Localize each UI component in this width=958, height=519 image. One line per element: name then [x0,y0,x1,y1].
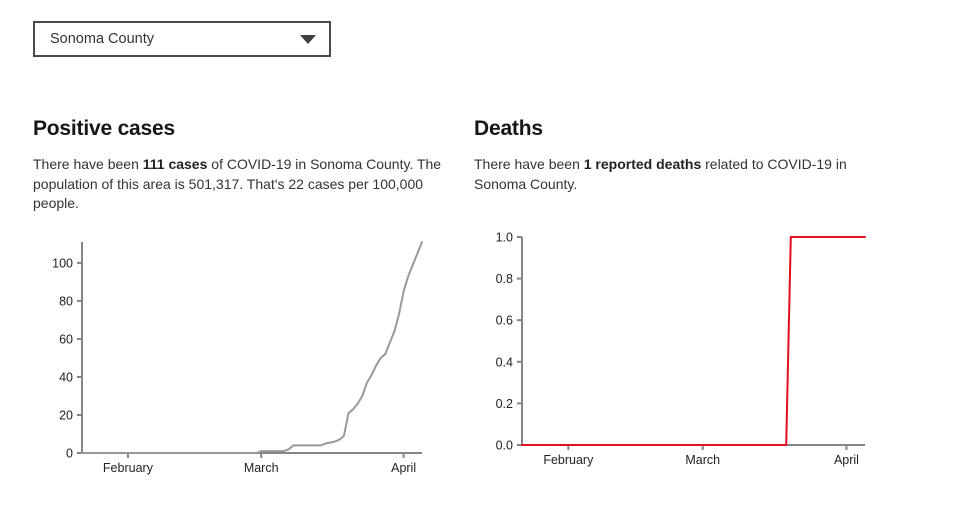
positive-cases-chart: 0 20 40 60 80 100 February March April [20,228,450,490]
positive-cases-section: Positive cases There have been 111 cases… [33,117,447,214]
svg-text:0.8: 0.8 [496,272,513,286]
deaths-desc-prefix: There have been [474,156,584,172]
positive-cases-title: Positive cases [33,117,175,140]
county-select[interactable]: Sonoma County [33,21,331,57]
deaths-desc-suffix: related to COVID-19 in Sonoma County. [474,156,847,192]
svg-text:February: February [543,453,594,467]
svg-text:40: 40 [59,370,73,384]
caret-down-icon [300,34,316,44]
svg-text:20: 20 [59,408,73,422]
positive-cases-line-chart: 0 20 40 60 80 100 February March April [52,241,423,475]
positive-cases-description: There have been 111 cases of COVID-19 in… [33,155,447,214]
cases-desc-suffix: of COVID-19 in Sonoma County. The popula… [33,156,442,211]
cases-desc-prefix: There have been [33,156,143,172]
svg-text:0.6: 0.6 [496,314,513,328]
svg-text:0.4: 0.4 [496,355,513,369]
deaths-count: 1 reported deaths [583,156,702,172]
svg-text:April: April [834,453,859,467]
deaths-section: Deaths There have been 1 reported deaths… [474,117,888,194]
svg-text:March: March [244,461,279,475]
county-select-value: Sonoma County [50,31,154,47]
deaths-line-chart: 0.0 0.2 0.4 0.6 0.8 1.0 February March April [496,231,866,467]
svg-text:0.2: 0.2 [496,397,513,411]
deaths-description: There have been 1 reported deaths relate… [474,155,888,194]
deaths-chart: 0.0 0.2 0.4 0.6 0.8 1.0 February March April [470,228,900,490]
svg-text:60: 60 [59,332,73,346]
svg-text:February: February [103,461,154,475]
svg-text:0.0: 0.0 [496,439,513,453]
svg-text:1.0: 1.0 [496,231,513,245]
svg-text:March: March [685,453,720,467]
cases-count: 111 cases [142,156,208,172]
svg-text:100: 100 [52,256,73,270]
svg-text:0: 0 [66,447,73,461]
svg-text:April: April [391,461,416,475]
svg-text:80: 80 [59,294,73,308]
deaths-title: Deaths [474,117,543,140]
